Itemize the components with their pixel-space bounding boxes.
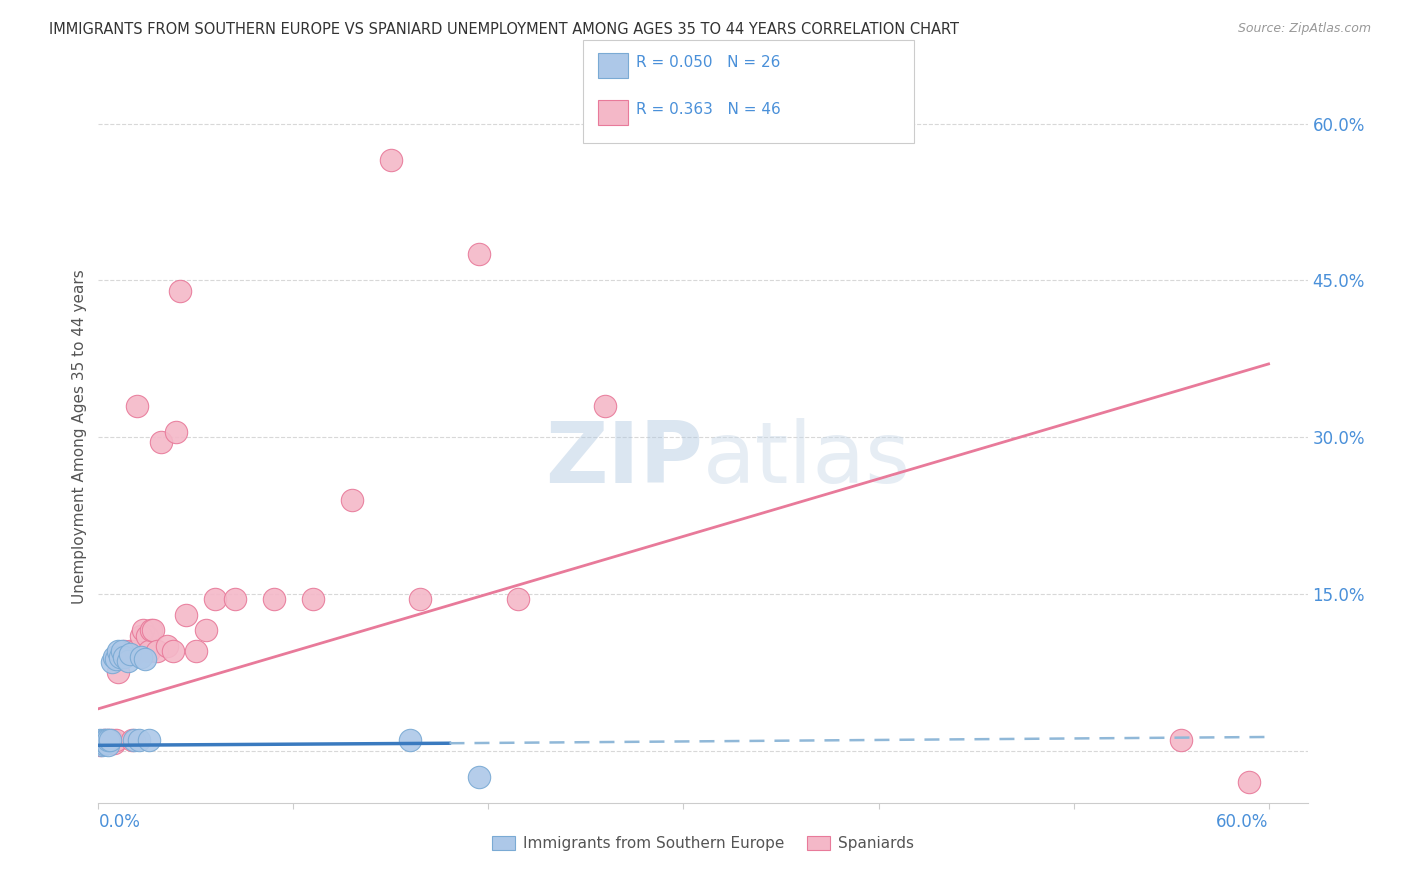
Point bbox=[224, 592, 246, 607]
Point bbox=[89, 739, 111, 753]
Point bbox=[156, 639, 179, 653]
Point bbox=[112, 649, 135, 664]
Text: Source: ZipAtlas.com: Source: ZipAtlas.com bbox=[1237, 22, 1371, 36]
Point bbox=[107, 665, 129, 680]
Point bbox=[122, 733, 145, 747]
Point bbox=[93, 733, 115, 747]
Point bbox=[108, 649, 131, 664]
Point bbox=[174, 607, 197, 622]
Point bbox=[118, 648, 141, 662]
Point bbox=[96, 736, 118, 750]
Point bbox=[124, 644, 146, 658]
Text: R = 0.050   N = 26: R = 0.050 N = 26 bbox=[636, 55, 780, 70]
Point bbox=[340, 492, 363, 507]
Legend: Immigrants from Southern Europe, Spaniards: Immigrants from Southern Europe, Spaniar… bbox=[486, 830, 920, 857]
Point bbox=[96, 735, 118, 749]
Point bbox=[103, 649, 125, 664]
Point bbox=[97, 733, 120, 747]
Point bbox=[118, 644, 141, 658]
Point bbox=[111, 644, 134, 658]
Point bbox=[506, 592, 529, 607]
Point bbox=[122, 648, 145, 662]
Point bbox=[138, 644, 160, 658]
Point bbox=[89, 733, 111, 747]
Point bbox=[194, 624, 217, 638]
Point bbox=[467, 247, 489, 261]
Point bbox=[139, 624, 162, 638]
Point bbox=[98, 735, 121, 749]
Point bbox=[117, 654, 139, 668]
Point bbox=[97, 739, 120, 753]
Point bbox=[103, 736, 125, 750]
Point bbox=[101, 655, 124, 669]
Point bbox=[108, 649, 131, 664]
Point bbox=[132, 624, 155, 638]
Point bbox=[91, 735, 114, 749]
Point bbox=[204, 592, 226, 607]
Point bbox=[91, 735, 114, 749]
Point bbox=[96, 733, 118, 747]
Point bbox=[169, 284, 191, 298]
Text: IMMIGRANTS FROM SOUTHERN EUROPE VS SPANIARD UNEMPLOYMENT AMONG AGES 35 TO 44 YEA: IMMIGRANTS FROM SOUTHERN EUROPE VS SPANI… bbox=[49, 22, 959, 37]
Text: 0.0%: 0.0% bbox=[98, 814, 141, 831]
Point bbox=[93, 733, 115, 747]
Point bbox=[467, 770, 489, 784]
Point bbox=[131, 649, 153, 664]
Point bbox=[146, 644, 169, 658]
Text: atlas: atlas bbox=[703, 417, 911, 500]
Point bbox=[165, 425, 187, 439]
Point bbox=[97, 733, 120, 747]
Y-axis label: Unemployment Among Ages 35 to 44 years: Unemployment Among Ages 35 to 44 years bbox=[72, 269, 87, 605]
Point bbox=[380, 153, 402, 168]
Point bbox=[138, 733, 160, 747]
Point bbox=[121, 733, 143, 747]
Point bbox=[263, 592, 285, 607]
Point bbox=[149, 435, 172, 450]
Point bbox=[162, 644, 184, 658]
Point bbox=[117, 648, 139, 662]
Point bbox=[93, 737, 115, 751]
Point bbox=[1237, 775, 1260, 789]
Point bbox=[127, 399, 149, 413]
Point bbox=[128, 733, 150, 747]
Text: 60.0%: 60.0% bbox=[1216, 814, 1268, 831]
Point bbox=[112, 644, 135, 658]
Point bbox=[131, 629, 153, 643]
Point bbox=[111, 648, 134, 662]
Point bbox=[98, 733, 121, 747]
Point bbox=[1170, 733, 1192, 747]
Point bbox=[136, 629, 159, 643]
Point bbox=[399, 733, 422, 747]
Point bbox=[107, 644, 129, 658]
Point bbox=[134, 651, 156, 665]
Text: ZIP: ZIP bbox=[546, 417, 703, 500]
Point bbox=[101, 733, 124, 747]
Point bbox=[91, 739, 114, 753]
Point bbox=[409, 592, 432, 607]
Point bbox=[595, 399, 617, 413]
Point bbox=[302, 592, 325, 607]
Point bbox=[184, 644, 207, 658]
Point bbox=[104, 733, 127, 747]
Text: R = 0.363   N = 46: R = 0.363 N = 46 bbox=[636, 103, 780, 117]
Point bbox=[142, 624, 165, 638]
Point bbox=[104, 651, 127, 665]
